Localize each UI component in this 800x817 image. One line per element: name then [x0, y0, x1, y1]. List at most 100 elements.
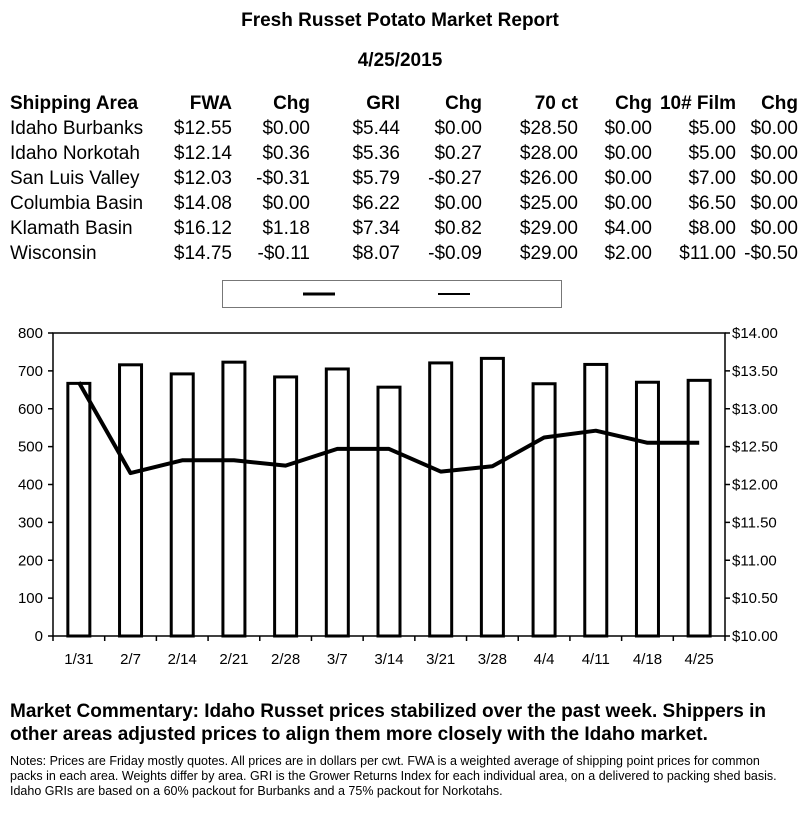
table-cell: $28.00 [519, 143, 578, 164]
right-tick-label: $13.50 [732, 363, 778, 380]
bar-series [66, 356, 712, 638]
table-cell: Klamath Basin [10, 218, 133, 239]
table-cell: San Luis Valley [10, 168, 140, 189]
table-cell: $8.00 [688, 218, 736, 239]
table-cell: $0.00 [750, 218, 798, 239]
left-tick-label: 800 [18, 325, 43, 342]
table-cell: -$0.09 [428, 243, 482, 264]
bar [66, 381, 92, 638]
table-cell: $12.03 [173, 168, 232, 189]
table-cell: $0.00 [750, 143, 798, 164]
bar [324, 367, 350, 638]
table-row: Idaho Burbanks $12.55 $0.00 $5.44 $0.00 $28.5… [10, 116, 798, 141]
table-row: Klamath Basin $16.12 $1.18 $7.34 $0.82 $29.00… [10, 216, 798, 241]
column-header: 10# Film [659, 93, 736, 114]
table-cell: $1.18 [262, 218, 310, 239]
table-cell: $12.14 [173, 143, 232, 164]
left-tick-label: 400 [18, 477, 43, 494]
table-header-row: Shipping Area FWA Chg GRI Chg 70 ct Chg 10# Fil… [10, 91, 798, 116]
table-cell: $14.75 [173, 243, 232, 264]
x-tick-label: 4/25 [685, 651, 714, 665]
left-tick-label: 500 [18, 439, 43, 456]
report-date: 4/25/2015 [357, 50, 443, 71]
right-tick-label: $10.00 [732, 628, 778, 645]
table-cell: $28.50 [519, 118, 578, 139]
bar [428, 361, 454, 638]
x-tick-label: 2/28 [271, 651, 300, 665]
bar [583, 362, 609, 638]
table-cell: $8.07 [352, 243, 400, 264]
table-cell: $26.00 [519, 168, 578, 189]
right-tick-label: $12.50 [732, 439, 778, 456]
table-cell: $12.55 [173, 118, 232, 139]
column-header: Chg [615, 93, 652, 114]
column-header: GRI [366, 93, 400, 114]
left-tick-label: 200 [18, 552, 43, 569]
bar [479, 356, 505, 638]
table-cell: $6.22 [352, 193, 400, 214]
left-tick-label: 300 [18, 514, 43, 531]
table-row: San Luis Valley $12.03 -$0.31 $5.79 -$0.27 $2… [10, 166, 798, 191]
bar [634, 380, 660, 638]
table-cell: $0.00 [434, 118, 482, 139]
table-body: Idaho Burbanks $12.55 $0.00 $5.44 $0.00 $28.5… [10, 116, 798, 266]
chart-legend [222, 280, 562, 308]
table-cell: $0.82 [434, 218, 482, 239]
price-table: Shipping Area FWA Chg GRI Chg 70 ct Chg 10# Fil… [10, 91, 798, 266]
table-cell: Idaho Burbanks [10, 118, 144, 139]
left-tick-label: 0 [35, 628, 43, 645]
x-tick-label: 2/7 [120, 651, 141, 665]
bar [169, 372, 195, 638]
x-tick-label: 4/11 [582, 651, 610, 665]
table-cell: $25.00 [519, 193, 578, 214]
table-cell: Wisconsin [10, 243, 97, 264]
x-tick-label: 4/4 [534, 651, 555, 665]
x-tick-label: 2/21 [219, 651, 248, 665]
table-cell: $16.12 [173, 218, 232, 239]
table-cell: $0.00 [604, 193, 652, 214]
bar [221, 360, 247, 638]
left-axis: 0 100 200 300 400 500 600 700 800 [18, 325, 53, 645]
x-tick-label: 1/31 [64, 651, 93, 665]
table-cell: -$0.11 [257, 243, 310, 264]
right-tick-label: $10.50 [732, 590, 778, 607]
table-row: Wisconsin $14.75 -$0.11 $8.07 -$0.09 $29.00 $2… [10, 241, 798, 266]
x-tick-label: 3/14 [374, 651, 403, 665]
table-row: Idaho Norkotah $12.14 $0.36 $5.36 $0.27 $28.0… [10, 141, 798, 166]
table-cell: $0.00 [262, 193, 310, 214]
bar [686, 378, 712, 638]
report-title: Fresh Russet Potato Market Report [241, 10, 559, 31]
table-cell: $5.00 [688, 118, 736, 139]
table-cell: $4.00 [604, 218, 652, 239]
column-header: Chg [273, 93, 310, 114]
table-cell: Columbia Basin [10, 193, 144, 214]
bar [118, 363, 144, 638]
legend-swatches [303, 292, 470, 296]
right-tick-label: $11.00 [732, 552, 777, 569]
bar [531, 382, 557, 638]
table-cell: Idaho Norkotah [10, 143, 140, 164]
table-cell: $5.36 [352, 143, 400, 164]
table-cell: $7.34 [352, 218, 400, 239]
table-cell: $7.00 [688, 168, 736, 189]
line-series-path [77, 381, 700, 476]
table-cell: $0.00 [604, 143, 652, 164]
table-row: Columbia Basin $14.08 $0.00 $6.22 $0.00 $25.0… [10, 191, 798, 216]
right-tick-label: $11.50 [732, 514, 777, 531]
table-cell: $29.00 [519, 243, 578, 264]
table-cell: $5.00 [688, 143, 736, 164]
bar [376, 385, 402, 638]
right-tick-label: $13.00 [732, 401, 778, 418]
x-tick-label: 3/7 [327, 651, 348, 665]
table-cell: $14.08 [173, 193, 232, 214]
table-cell: -$0.31 [256, 168, 310, 189]
table-cell: $2.00 [604, 243, 652, 264]
table-cell: -$0.50 [744, 243, 798, 264]
left-tick-label: 100 [18, 590, 43, 607]
table-cell: $0.36 [262, 143, 310, 164]
column-header: Chg [445, 93, 482, 114]
table-cell: $11.00 [679, 243, 736, 264]
x-tick-label: 3/28 [478, 651, 507, 665]
x-axis: 1/31 2/7 2/14 2/21 2/28 3/7 3/14 3/21 3/28 4/4 4/1… [52, 636, 726, 665]
